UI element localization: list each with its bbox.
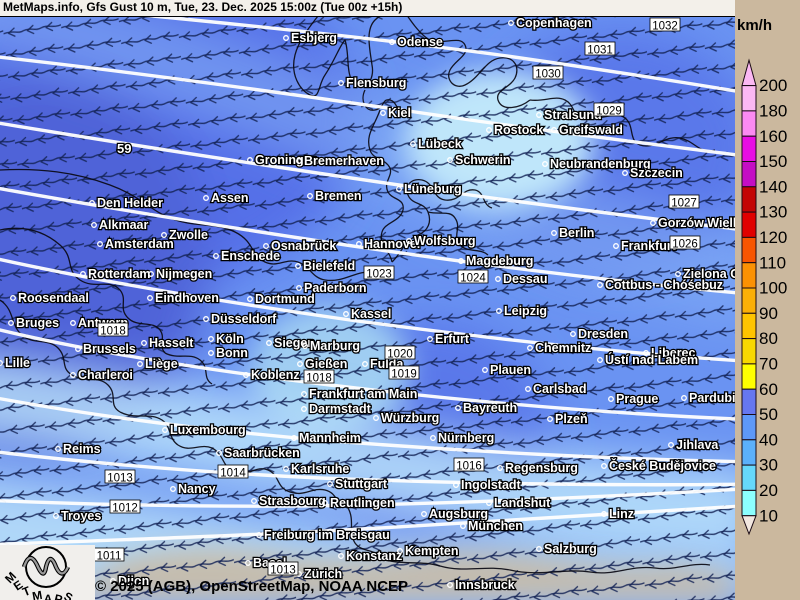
svg-text:A: A xyxy=(43,592,52,600)
svg-text:40: 40 xyxy=(759,430,778,449)
svg-text:10: 10 xyxy=(759,506,778,525)
svg-text:180: 180 xyxy=(759,102,787,121)
svg-text:130: 130 xyxy=(759,203,787,222)
svg-text:200: 200 xyxy=(759,76,787,95)
svg-text:90: 90 xyxy=(759,304,778,323)
svg-text:120: 120 xyxy=(759,228,787,247)
svg-text:20: 20 xyxy=(759,481,778,500)
svg-text:150: 150 xyxy=(759,152,787,171)
svg-text:60: 60 xyxy=(759,380,778,399)
svg-text:70: 70 xyxy=(759,355,778,374)
svg-text:110: 110 xyxy=(759,253,786,272)
svg-text:100: 100 xyxy=(759,279,787,298)
svg-text:160: 160 xyxy=(759,127,787,146)
svg-text:km/h: km/h xyxy=(737,17,772,34)
svg-text:30: 30 xyxy=(759,456,778,475)
svg-text:80: 80 xyxy=(759,329,778,348)
svg-text:140: 140 xyxy=(759,177,787,196)
svg-text:50: 50 xyxy=(759,405,778,424)
